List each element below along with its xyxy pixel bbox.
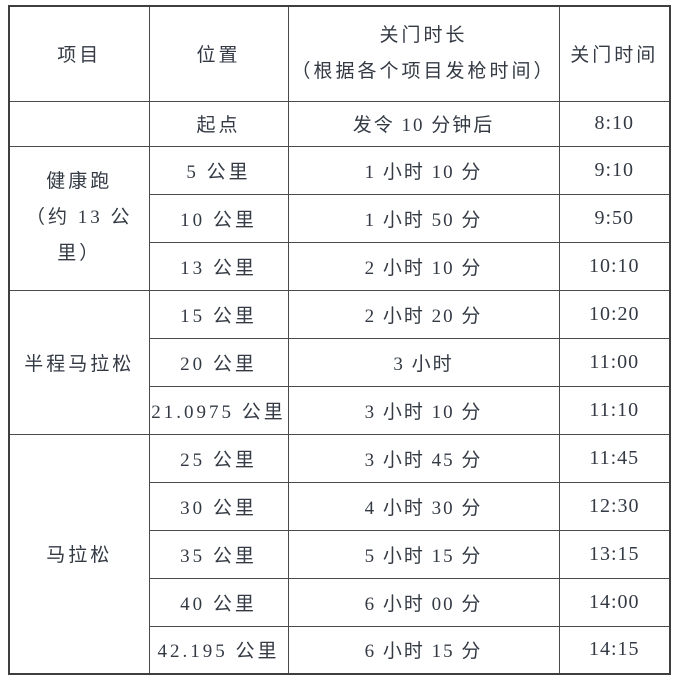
project-cell-empty (8, 100, 150, 147)
close-time-cell: 11:10 (558, 385, 671, 435)
duration-cell: 3 小时 (287, 337, 560, 387)
duration-cell: 2 小时 10 分 (287, 241, 560, 291)
close-time-cell: 9:10 (558, 145, 671, 195)
close-time-cell: 8:10 (558, 100, 671, 147)
duration-cell: 6 小时 15 分 (287, 625, 560, 675)
header-row: 项目 位置 关门时长 （根据各个项目发枪时间） 关门时间 (8, 5, 671, 102)
col-header-project: 项目 (8, 5, 150, 102)
close-time-cell: 14:15 (558, 625, 671, 675)
duration-cell: 1 小时 10 分 (287, 145, 560, 195)
table-row: 40 公里 6 小时 00 分 14:00 (9, 577, 671, 627)
closing-time-table: 项目 位置 关门时长 （根据各个项目发枪时间） 关门时间 起点 发令 10 分钟… (8, 5, 671, 675)
col-header-close-time: 关门时间 (558, 5, 671, 102)
duration-cell: 6 小时 00 分 (287, 577, 560, 627)
location-cell: 10 公里 (148, 193, 289, 243)
close-time-cell: 11:45 (558, 433, 671, 483)
location-cell: 25 公里 (148, 433, 289, 483)
project-cell-health-run: 健康跑 （约 13 公里） (8, 145, 150, 291)
table-row-start: 起点 发令 10 分钟后 8:10 (8, 100, 671, 147)
close-time-cell: 12:30 (558, 481, 671, 531)
col-header-location: 位置 (148, 5, 289, 102)
location-cell: 35 公里 (148, 529, 289, 579)
close-time-cell: 11:00 (558, 337, 671, 387)
location-cell: 40 公里 (148, 577, 289, 627)
table-row: 20 公里 3 小时 11:00 (9, 337, 671, 387)
location-cell: 15 公里 (148, 289, 289, 339)
location-cell: 20 公里 (148, 337, 289, 387)
table-row: 10 公里 1 小时 50 分 9:50 (9, 193, 671, 243)
duration-cell: 4 小时 30 分 (287, 481, 560, 531)
close-time-cell: 10:10 (558, 241, 671, 291)
project-cell-half-marathon: 半程马拉松 (8, 289, 150, 435)
project-line2: （约 13 公里） (25, 207, 133, 264)
col-header-duration-line2: （根据各个项目发枪时间） (291, 60, 556, 82)
duration-cell: 3 小时 45 分 (287, 433, 560, 483)
table-row: 30 公里 4 小时 30 分 12:30 (9, 481, 671, 531)
table-row: 42.195 公里 6 小时 15 分 14:15 (9, 625, 671, 675)
duration-cell: 3 小时 10 分 (287, 385, 560, 435)
table-row: 马拉松 25 公里 3 小时 45 分 11:45 (8, 433, 671, 675)
location-cell: 13 公里 (148, 241, 289, 291)
close-time-cell: 9:50 (558, 193, 671, 243)
location-cell: 21.0975 公里 (148, 385, 289, 435)
duration-cell: 发令 10 分钟后 (287, 100, 560, 147)
close-time-cell: 10:20 (558, 289, 671, 339)
location-cell: 42.195 公里 (148, 625, 289, 675)
location-cell: 起点 (148, 100, 289, 147)
duration-cell: 1 小时 50 分 (287, 193, 560, 243)
table-row: 半程马拉松 15 公里 2 小时 20 分 10:20 (8, 289, 671, 435)
table-row: 13 公里 2 小时 10 分 10:10 (9, 241, 671, 291)
project-line1: 健康跑 (46, 171, 113, 192)
table-row: 健康跑 （约 13 公里） 5 公里 1 小时 10 分 9:10 (8, 145, 671, 291)
table-row: 35 公里 5 小时 15 分 13:15 (9, 529, 671, 579)
duration-cell: 2 小时 20 分 (287, 289, 560, 339)
close-time-cell: 14:00 (558, 577, 671, 627)
duration-cell: 5 小时 15 分 (287, 529, 560, 579)
table-row: 21.0975 公里 3 小时 10 分 11:10 (9, 385, 671, 435)
col-header-duration-line1: 关门时长 (379, 24, 468, 46)
closing-time-table-container: 项目 位置 关门时长 （根据各个项目发枪时间） 关门时间 起点 发令 10 分钟… (8, 5, 671, 675)
project-cell-marathon: 马拉松 (8, 433, 150, 675)
location-cell: 5 公里 (148, 145, 289, 195)
col-header-duration: 关门时长 （根据各个项目发枪时间） (287, 5, 560, 102)
close-time-cell: 13:15 (558, 529, 671, 579)
location-cell: 30 公里 (148, 481, 289, 531)
